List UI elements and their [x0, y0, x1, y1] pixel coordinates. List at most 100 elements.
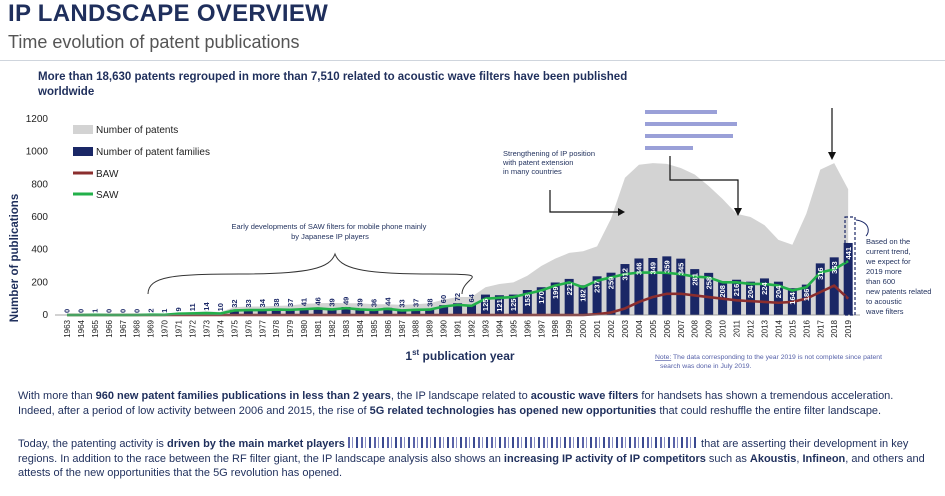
redacted-label: [645, 110, 742, 216]
x-tick-label: 1978: [272, 319, 281, 337]
redacted-label-bar: [645, 122, 737, 126]
x-tick-label: 2001: [593, 319, 602, 337]
family-bar-value: 221: [565, 283, 574, 296]
family-bar-value: 0: [77, 309, 86, 313]
x-tick-label: 1971: [175, 319, 184, 337]
family-bar: [634, 258, 644, 315]
x-tick-label: 1972: [189, 319, 198, 337]
family-bar: [648, 257, 658, 315]
annotation-2019-text: Based on the current trend, we expect fo…: [865, 237, 934, 316]
family-bar: [773, 281, 783, 315]
family-bar-value: 72: [453, 293, 462, 301]
redacted-logos-strip: [347, 437, 698, 448]
family-bar: [271, 308, 281, 315]
family-bar-value: 345: [676, 263, 685, 276]
x-tick-label: 1973: [202, 319, 211, 337]
x-tick-label: 1993: [481, 319, 490, 337]
family-bar-value: 0: [132, 309, 141, 313]
family-bar-value: 11: [188, 303, 197, 311]
family-bar: [229, 309, 239, 315]
x-tick-label: 2002: [607, 319, 616, 337]
family-bar: [746, 281, 756, 315]
family-bar-value: 37: [286, 299, 295, 307]
family-bar-value: 38: [272, 298, 281, 306]
chart-headline: More than 18,630 patents regrouped in mo…: [38, 71, 628, 98]
x-tick-label: 1985: [370, 319, 379, 337]
family-bar: [480, 294, 490, 315]
family-bar-value: 216: [732, 284, 741, 297]
x-tick-label: 1997: [537, 319, 546, 337]
family-bar: [536, 287, 546, 315]
redacted-label-arrow: [669, 156, 739, 208]
family-bar: [494, 295, 504, 315]
family-bar: [383, 307, 393, 315]
family-bar: [550, 282, 560, 315]
x-tick-label: 2004: [635, 319, 644, 337]
x-axis-ticks: 1963 1964 1965 1966 1967 1968 1969 1970 1971 1972…: [63, 319, 853, 337]
family-bar: [759, 278, 769, 315]
family-bar: [369, 309, 379, 315]
family-bar-value: 32: [230, 299, 239, 307]
x-tick-label: 1998: [551, 319, 560, 337]
family-bar-value: 224: [760, 282, 769, 295]
x-tick-label: 1966: [105, 319, 114, 337]
x-tick-label: 1970: [161, 319, 170, 337]
family-bar-value: 41: [300, 298, 309, 306]
annotation-5g-arrowhead: [828, 152, 836, 160]
family-bar-value: 1: [160, 309, 169, 313]
family-bar-value: 316: [816, 267, 825, 280]
page-subtitle: Time evolution of patent publications: [8, 32, 300, 52]
family-bar-value: 37: [411, 299, 420, 307]
x-tick-label: 1963: [63, 319, 72, 337]
x-tick-label: 1975: [230, 319, 239, 337]
family-bar-value: 0: [118, 309, 127, 313]
family-bar-value: 1: [90, 309, 99, 313]
paragraph-market-players: Today, the patenting activity is driven …: [18, 437, 925, 479]
x-tick-label: 1983: [342, 319, 351, 337]
family-bar-value: 2: [146, 309, 155, 313]
family-bar: [313, 307, 323, 315]
y-tick-label: 0: [42, 310, 48, 321]
bar-value-labels: 0 0 1 0 0 0 2 1 9 11 14 10 32 33 34 38 37 41 46 39 49 39 36 44 3…: [63, 247, 853, 313]
y-tick-label: 200: [31, 277, 48, 288]
family-bar: [397, 309, 407, 315]
x-tick-label: 2016: [802, 319, 811, 337]
annotation-strengthening-arrow: [549, 190, 618, 213]
x-tick-label: 2011: [733, 319, 742, 337]
family-bar: [243, 309, 253, 315]
x-tick-label: 2014: [774, 319, 783, 337]
y-tick-label: 400: [31, 245, 48, 256]
family-bar: [299, 308, 309, 315]
x-tick-label: 2006: [663, 319, 672, 337]
family-bar-value: 204: [774, 285, 783, 298]
projection-box-2019: [844, 216, 856, 316]
x-axis-label: 1st publication year: [405, 348, 514, 363]
family-bar: [425, 308, 435, 315]
x-tick-label: 2018: [830, 319, 839, 337]
x-tick-label: 2000: [579, 319, 588, 337]
redacted-label-bar: [645, 146, 693, 150]
annotation-strengthening-text: Strengthening of IP position with patent…: [502, 149, 597, 176]
x-tick-label: 1991: [454, 319, 463, 337]
legend-label-baw: BAW: [96, 169, 119, 180]
x-tick-label: 1995: [509, 319, 518, 337]
x-tick-label: 1974: [216, 319, 225, 337]
family-bar: [843, 242, 853, 315]
family-bar-value: 34: [258, 298, 267, 307]
family-bar-value: 346: [635, 262, 644, 275]
x-tick-label: 1989: [426, 319, 435, 337]
family-bar-value: 204: [746, 285, 755, 298]
family-bar-value: 349: [648, 262, 657, 275]
family-bar-value: 64: [467, 293, 476, 302]
family-bar-value: 441: [844, 247, 853, 260]
annotation-early-saw: Early developments of SAW filters for mo…: [147, 222, 473, 295]
family-bar-value: 125: [481, 299, 490, 312]
family-bar: [285, 308, 295, 315]
y-tick-label: 1200: [26, 114, 49, 125]
family-bar-value: 237: [593, 280, 602, 293]
chart-note: Note: The data corresponding to the year…: [655, 354, 884, 370]
x-tick-label: 1999: [565, 319, 574, 337]
y-tick-label: 600: [31, 212, 48, 223]
legend: Number of patents Number of patent famil…: [73, 125, 210, 201]
legend-label-saw: SAW: [96, 190, 119, 201]
